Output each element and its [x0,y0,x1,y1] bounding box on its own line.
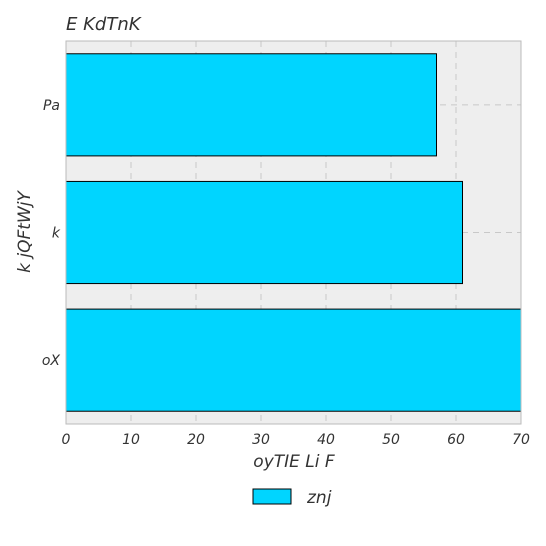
y-tick-labels: Pa k oX [42,98,61,369]
x-tick-label: 50 [382,432,400,448]
x-axis-title: oyTIE Li F [253,452,335,472]
y-tick-label: k [52,226,61,242]
y-axis-title: k jQFtWjY [15,190,35,273]
legend-label: znj [306,488,332,508]
legend: znj [253,488,332,508]
bar-oX [66,309,521,411]
x-tick-label: 40 [317,432,335,448]
bar-k [66,181,463,283]
y-tick-label: Pa [43,98,60,114]
x-tick-label: 70 [512,432,530,448]
y-tick-label: oX [42,353,61,369]
x-tick-label: 0 [62,432,71,448]
legend-swatch [253,489,291,504]
x-tick-label: 10 [122,432,140,448]
chart-title: E KdTnK [66,14,142,35]
x-tick-label: 60 [447,432,465,448]
x-tick-label: 30 [252,432,270,448]
x-tick-label: 20 [187,432,205,448]
x-tick-labels: 0 10 20 30 40 50 60 70 [62,432,530,448]
bar-Pa [66,54,437,156]
